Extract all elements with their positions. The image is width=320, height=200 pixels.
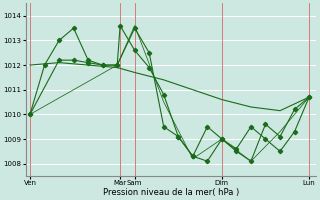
X-axis label: Pression niveau de la mer( hPa ): Pression niveau de la mer( hPa ) [103,188,239,197]
